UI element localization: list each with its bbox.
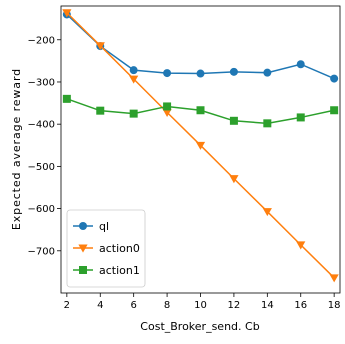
x-tick-label: 18 bbox=[328, 300, 341, 311]
data-point-action0 bbox=[329, 274, 339, 283]
legend: ql action0 action1 bbox=[66, 209, 146, 288]
legend-marker-action0 bbox=[78, 244, 88, 253]
legend-label-action0: action0 bbox=[99, 242, 140, 255]
y-tick-label: −600 bbox=[28, 204, 55, 215]
series-action0 bbox=[62, 9, 339, 283]
data-point-ql bbox=[229, 67, 238, 76]
y-tick-label: −700 bbox=[28, 246, 55, 257]
y-tick-label: −300 bbox=[28, 77, 55, 88]
legend-marker-ql bbox=[79, 222, 87, 230]
x-tick-label: 6 bbox=[130, 300, 136, 311]
x-tick-label: 2 bbox=[64, 300, 70, 311]
data-point-ql bbox=[296, 60, 305, 69]
data-point-action1 bbox=[129, 109, 138, 118]
x-tick-label: 8 bbox=[164, 300, 170, 311]
data-point-ql bbox=[129, 66, 138, 75]
data-point-action1 bbox=[196, 106, 205, 115]
x-tick-label: 16 bbox=[294, 300, 307, 311]
data-point-action0 bbox=[262, 208, 272, 217]
data-point-action0 bbox=[195, 141, 206, 150]
data-point-action1 bbox=[296, 113, 305, 122]
legend-marker-action1 bbox=[79, 266, 87, 274]
y-axis-ticks: −200 −300 −400 −500 −600 −700 bbox=[28, 35, 61, 257]
data-point-action0 bbox=[62, 9, 72, 18]
x-tick-label: 10 bbox=[194, 300, 207, 311]
legend-label-action1: action1 bbox=[99, 264, 140, 277]
data-point-action0 bbox=[162, 108, 172, 117]
data-point-action1 bbox=[62, 94, 71, 103]
data-point-ql bbox=[163, 69, 172, 78]
series-action1 bbox=[62, 94, 339, 128]
data-point-action1 bbox=[229, 116, 238, 125]
data-point-action1 bbox=[96, 106, 105, 115]
y-tick-label: −500 bbox=[28, 162, 55, 173]
data-point-action1 bbox=[263, 119, 272, 128]
data-point-action0 bbox=[129, 75, 139, 84]
data-point-ql bbox=[263, 68, 272, 77]
x-tick-label: 14 bbox=[261, 300, 274, 311]
legend-label-ql: ql bbox=[99, 220, 109, 233]
data-point-action0 bbox=[229, 175, 239, 184]
x-axis-ticks: 2 4 6 8 10 12 14 16 18 bbox=[64, 293, 341, 311]
data-point-ql bbox=[196, 69, 205, 78]
x-tick-label: 4 bbox=[97, 300, 103, 311]
data-point-action1 bbox=[330, 106, 339, 115]
data-point-action1 bbox=[163, 102, 172, 111]
x-tick-label: 12 bbox=[228, 300, 241, 311]
y-tick-label: −400 bbox=[28, 120, 55, 131]
y-tick-label: −200 bbox=[28, 35, 55, 46]
data-point-ql bbox=[330, 74, 339, 83]
data-point-action0 bbox=[95, 42, 105, 51]
y-axis-title: Expected average reward bbox=[10, 68, 23, 230]
series-group bbox=[62, 9, 339, 283]
x-axis-title: Cost_Broker_send. Cb bbox=[140, 320, 259, 333]
data-point-action0 bbox=[296, 241, 306, 250]
